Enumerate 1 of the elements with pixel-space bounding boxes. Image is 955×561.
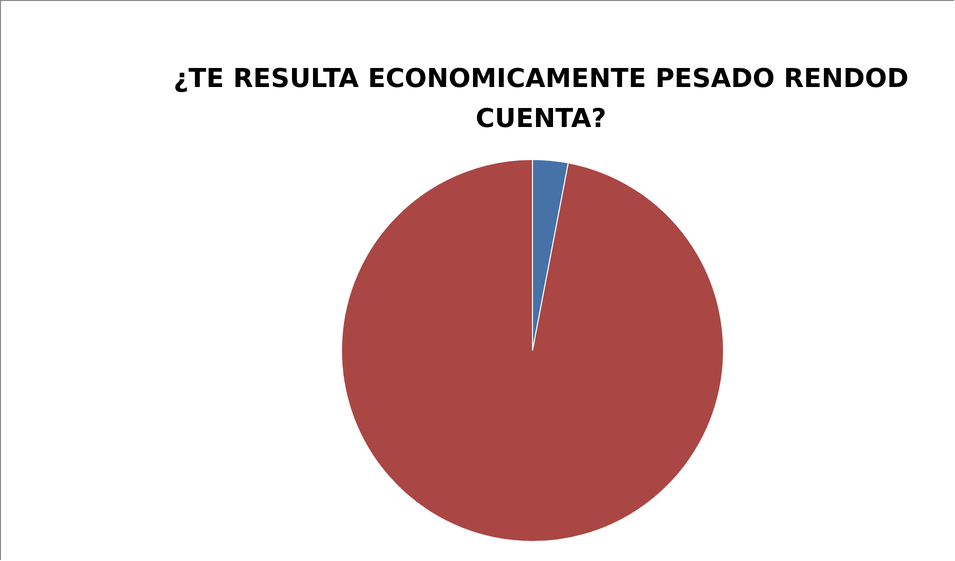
chart-title: ¿TE RESULTA ECONOMICAMENTE PESADO RENDOD CUENTA?	[172, 63, 910, 136]
